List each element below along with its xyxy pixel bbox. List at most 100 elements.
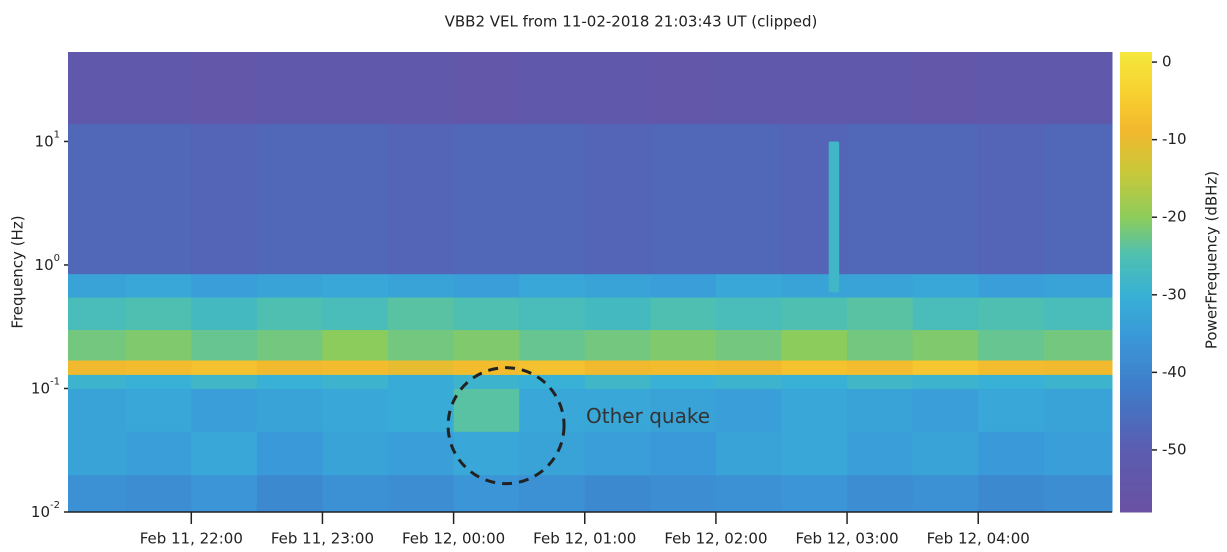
colorbar-segment xyxy=(1120,117,1152,122)
event-streak xyxy=(828,141,840,293)
heatmap-cell xyxy=(453,297,520,331)
heatmap-cell xyxy=(847,388,914,432)
y-tick-label: 10-1 xyxy=(31,376,60,397)
heatmap-cell xyxy=(191,297,258,331)
heatmap-cell xyxy=(68,388,127,432)
colorbar-segment xyxy=(1120,236,1152,241)
annotation-circle xyxy=(446,366,566,486)
colorbar-segment xyxy=(1120,155,1152,160)
colorbar-segment xyxy=(1120,78,1152,84)
colorbar-segment xyxy=(1120,86,1152,91)
heatmap-cell xyxy=(715,474,782,513)
colorbar-segment xyxy=(1120,446,1152,452)
x-tick-label: Feb 12, 00:00 xyxy=(402,530,505,548)
colorbar-segment xyxy=(1120,140,1152,145)
heatmap-cell xyxy=(453,431,520,476)
colorbar-segment xyxy=(1120,324,1152,329)
colorbar-segment xyxy=(1120,343,1152,348)
heatmap-cell xyxy=(978,388,1045,432)
colorbar-tick-label: 0 xyxy=(1162,53,1172,71)
colorbar-segment xyxy=(1120,347,1152,352)
heatmap-cell xyxy=(650,273,717,298)
y-tick-label: 101 xyxy=(35,129,60,150)
heatmap-cell xyxy=(68,474,127,513)
annotation-text: Other quake xyxy=(586,404,710,428)
colorbar-segment xyxy=(1120,289,1152,294)
heatmap-cell xyxy=(68,360,127,375)
heatmap-cell xyxy=(519,374,586,389)
colorbar-segment xyxy=(1120,216,1152,222)
heatmap-cell xyxy=(1043,374,1113,389)
heatmap-cell xyxy=(781,297,848,331)
heatmap-cell xyxy=(453,273,520,298)
heatmap-cell xyxy=(847,52,914,124)
colorbar-segment xyxy=(1120,450,1152,455)
heatmap-cell xyxy=(388,297,455,331)
heatmap-cell xyxy=(388,52,455,124)
heatmap-cell xyxy=(322,431,389,476)
heatmap-cell xyxy=(715,388,782,432)
heatmap-cell xyxy=(256,52,323,124)
heatmap-cell xyxy=(519,123,586,275)
colorbar-segment xyxy=(1120,420,1152,425)
colorbar-segment xyxy=(1120,259,1152,264)
heatmap-cell xyxy=(584,474,651,513)
colorbar-segment xyxy=(1120,105,1152,110)
colorbar-segment xyxy=(1120,67,1152,72)
heatmap-cell xyxy=(978,297,1045,331)
heatmap-cell xyxy=(125,388,192,432)
colorbar-segment xyxy=(1120,98,1152,103)
colorbar-segment xyxy=(1120,147,1152,153)
colorbar-segment xyxy=(1120,316,1152,321)
heatmap-cell xyxy=(322,374,389,389)
x-tick-label: Feb 12, 03:00 xyxy=(795,530,898,548)
heatmap-cell xyxy=(125,329,192,361)
colorbar-segment xyxy=(1120,308,1152,314)
heatmap-cell xyxy=(715,360,782,375)
colorbar-segment xyxy=(1120,439,1152,444)
heatmap-cell xyxy=(715,52,782,124)
y-axis-label: Frequency (Hz) xyxy=(9,215,27,328)
heatmap-cell xyxy=(715,297,782,331)
colorbar-segment xyxy=(1120,144,1152,149)
colorbar-segment xyxy=(1120,366,1152,371)
colorbar-segment xyxy=(1120,128,1152,133)
heatmap-cell xyxy=(781,52,848,124)
heatmap-cell xyxy=(650,123,717,275)
colorbar-segment xyxy=(1120,381,1152,386)
colorbar-segment xyxy=(1120,151,1152,156)
colorbar-segment xyxy=(1120,193,1152,199)
colorbar-segment xyxy=(1120,220,1152,225)
heatmap-cell xyxy=(388,374,455,389)
colorbar-segment xyxy=(1120,400,1152,406)
colorbar-segment xyxy=(1120,370,1152,375)
heatmap-cell xyxy=(584,431,651,476)
heatmap-cell xyxy=(912,297,979,331)
colorbar-segment xyxy=(1120,197,1152,202)
y-tick-label: 100 xyxy=(35,253,60,274)
heatmap-cell xyxy=(256,297,323,331)
heatmap-cell xyxy=(1043,123,1113,275)
colorbar-segment xyxy=(1120,282,1152,287)
colorbar-segment xyxy=(1120,485,1152,490)
heatmap-cell xyxy=(912,374,979,389)
heatmap-cell xyxy=(191,388,258,432)
x-tick-label: Feb 12, 01:00 xyxy=(533,530,636,548)
colorbar-segment xyxy=(1120,71,1152,76)
colorbar-segment xyxy=(1120,163,1152,168)
heatmap-cell xyxy=(68,297,127,331)
colorbar-segment xyxy=(1120,362,1152,367)
heatmap-cell xyxy=(584,388,651,432)
heatmap-cell xyxy=(1043,474,1113,513)
heatmap-cell xyxy=(584,297,651,331)
colorbar-segment xyxy=(1120,431,1152,436)
heatmap-cell xyxy=(125,123,192,275)
heatmap-cell xyxy=(256,123,323,275)
colorbar-segment xyxy=(1120,320,1152,325)
colorbar-segment xyxy=(1120,228,1152,233)
colorbar-segment xyxy=(1120,132,1152,137)
colorbar-segment xyxy=(1120,205,1152,210)
heatmap-cell xyxy=(388,360,455,375)
colorbar-segment xyxy=(1120,224,1152,229)
heatmap-cell xyxy=(978,474,1045,513)
